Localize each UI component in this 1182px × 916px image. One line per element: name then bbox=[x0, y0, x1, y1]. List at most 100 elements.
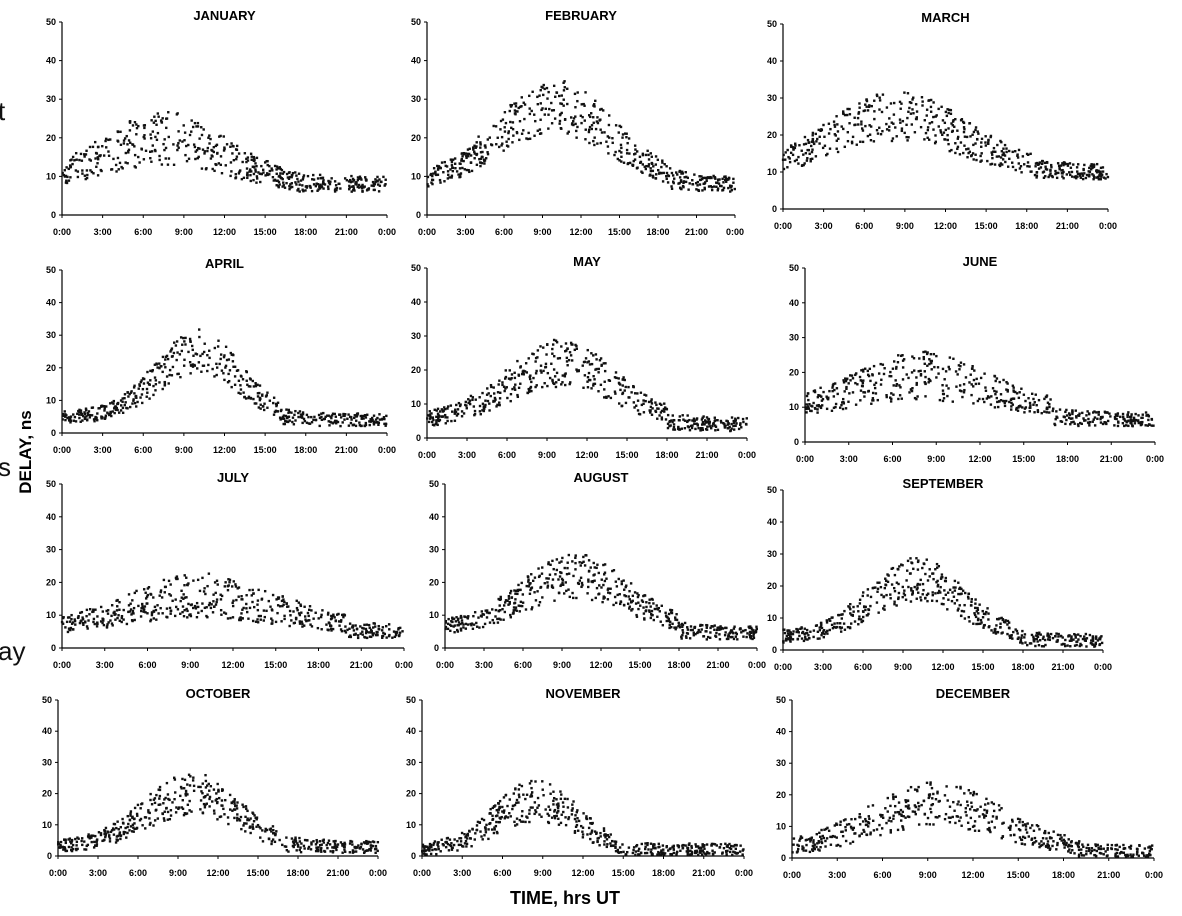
data-point bbox=[592, 104, 594, 106]
data-point bbox=[848, 392, 850, 394]
data-point bbox=[71, 163, 73, 165]
data-point bbox=[604, 580, 606, 582]
data-point bbox=[792, 638, 794, 640]
data-point bbox=[280, 620, 282, 622]
data-point bbox=[786, 629, 788, 631]
data-point bbox=[61, 172, 63, 174]
data-point bbox=[511, 373, 513, 375]
data-point bbox=[159, 607, 161, 609]
data-point bbox=[580, 122, 582, 124]
data-point bbox=[648, 609, 650, 611]
data-point bbox=[545, 577, 547, 579]
data-point bbox=[1070, 417, 1072, 419]
data-point bbox=[290, 411, 292, 413]
data-point bbox=[831, 390, 833, 392]
y-tick-label: 20 bbox=[429, 577, 439, 587]
y-tick-label: 40 bbox=[46, 298, 56, 308]
data-point bbox=[792, 633, 794, 635]
data-point bbox=[930, 99, 932, 101]
data-point bbox=[388, 628, 390, 630]
data-point bbox=[89, 146, 91, 148]
data-point bbox=[479, 405, 481, 407]
data-point bbox=[962, 121, 964, 123]
data-point bbox=[144, 592, 146, 594]
data-point bbox=[138, 387, 140, 389]
data-point bbox=[433, 167, 435, 169]
data-point bbox=[949, 150, 951, 152]
data-point bbox=[986, 397, 988, 399]
data-point bbox=[142, 377, 144, 379]
data-point bbox=[138, 383, 140, 385]
data-point bbox=[461, 415, 463, 417]
data-point bbox=[474, 410, 476, 412]
data-point bbox=[309, 185, 311, 187]
data-point bbox=[796, 159, 798, 161]
data-point bbox=[916, 395, 918, 397]
data-point bbox=[650, 614, 652, 616]
data-point bbox=[342, 421, 344, 423]
data-point bbox=[891, 568, 893, 570]
data-point bbox=[856, 144, 858, 146]
data-point bbox=[974, 614, 976, 616]
data-point bbox=[277, 402, 279, 404]
x-tick-label: 15:00 bbox=[628, 660, 651, 670]
data-point bbox=[459, 403, 461, 405]
data-point bbox=[197, 579, 199, 581]
data-point bbox=[893, 601, 895, 603]
data-point bbox=[81, 160, 83, 162]
data-point bbox=[461, 167, 463, 169]
data-point bbox=[1008, 150, 1010, 152]
data-point bbox=[971, 598, 973, 600]
data-point bbox=[1069, 423, 1071, 425]
data-point bbox=[587, 586, 589, 588]
data-point bbox=[346, 179, 348, 181]
data-point bbox=[882, 93, 884, 95]
data-point bbox=[506, 397, 508, 399]
data-point bbox=[558, 95, 560, 97]
data-point bbox=[354, 624, 356, 626]
data-point bbox=[546, 344, 548, 346]
data-point bbox=[625, 402, 627, 404]
data-point bbox=[836, 148, 838, 150]
data-point bbox=[620, 156, 622, 158]
data-point bbox=[1074, 644, 1076, 646]
data-point bbox=[652, 175, 654, 177]
data-point bbox=[924, 376, 926, 378]
data-point bbox=[713, 629, 715, 631]
data-point bbox=[62, 616, 64, 618]
data-point bbox=[522, 129, 524, 131]
data-point bbox=[348, 185, 350, 187]
data-point bbox=[929, 575, 931, 577]
data-point bbox=[1008, 401, 1010, 403]
data-point bbox=[927, 579, 929, 581]
data-point bbox=[531, 353, 533, 355]
data-point bbox=[707, 636, 709, 638]
data-point bbox=[883, 608, 885, 610]
data-point bbox=[350, 422, 352, 424]
data-point bbox=[705, 180, 707, 182]
data-point bbox=[88, 410, 90, 412]
data-point bbox=[941, 573, 943, 575]
data-point bbox=[445, 621, 447, 623]
data-point bbox=[86, 169, 88, 171]
data-point bbox=[687, 188, 689, 190]
data-point bbox=[295, 183, 297, 185]
data-point bbox=[983, 401, 985, 403]
data-point bbox=[1066, 414, 1068, 416]
data-point bbox=[78, 411, 80, 413]
data-point bbox=[915, 103, 917, 105]
data-point bbox=[859, 599, 861, 601]
data-point bbox=[731, 189, 733, 191]
data-point bbox=[462, 160, 464, 162]
data-point bbox=[892, 367, 894, 369]
data-point bbox=[912, 112, 914, 114]
x-tick-label: 21:00 bbox=[350, 660, 373, 670]
data-point bbox=[833, 622, 835, 624]
x-tick-label: 12:00 bbox=[221, 660, 244, 670]
data-point bbox=[1089, 171, 1091, 173]
data-point bbox=[208, 142, 210, 144]
data-point bbox=[725, 420, 727, 422]
y-tick-label: 20 bbox=[46, 577, 56, 587]
data-point bbox=[923, 138, 925, 140]
data-point bbox=[863, 395, 865, 397]
